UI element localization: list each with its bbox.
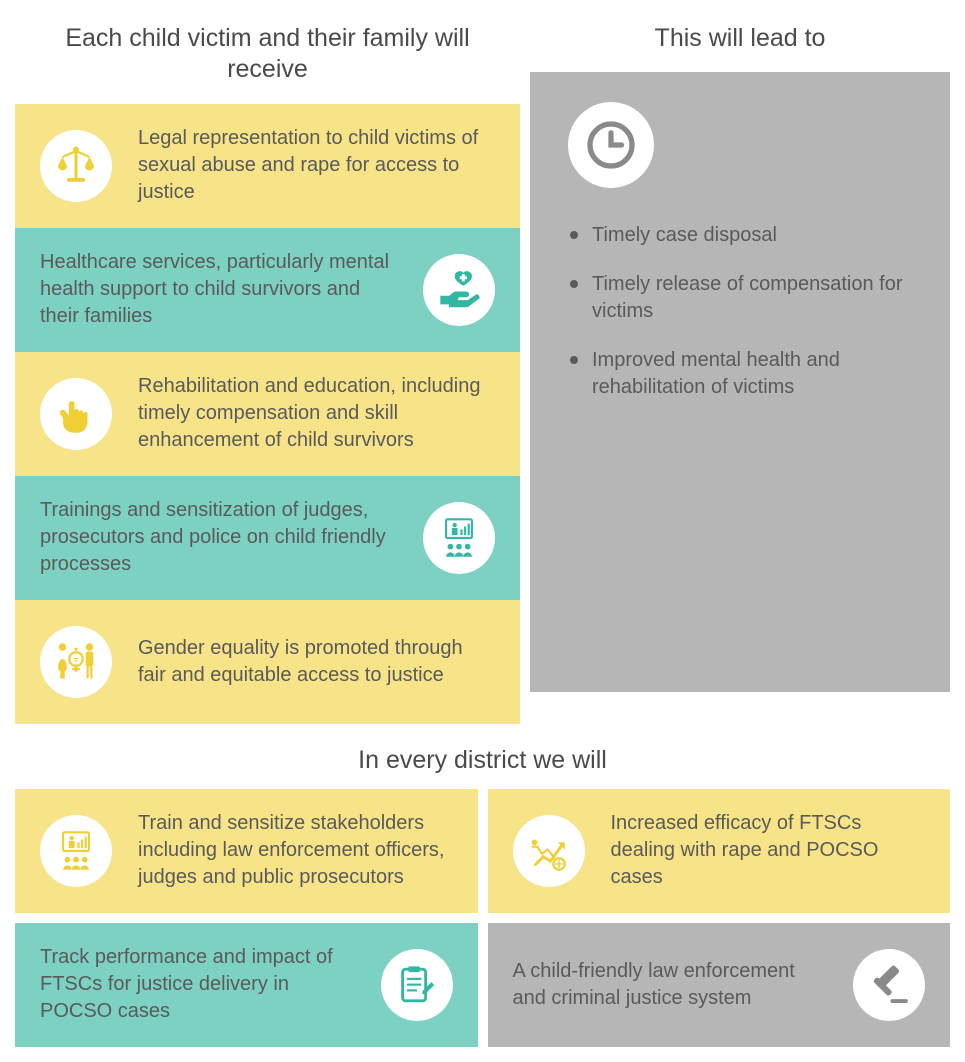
heart-hand-icon [423, 254, 495, 326]
right-heading: This will lead to [530, 15, 950, 72]
gender-equality-icon: = [40, 626, 112, 698]
left-column: Each child victim and their family will … [15, 15, 520, 724]
presentation-icon [40, 815, 112, 887]
card-text: Increased efficacy of FTSCs dealing with… [611, 810, 926, 891]
card-text: Rehabilitation and education, including … [138, 373, 495, 454]
top-row: Each child victim and their family will … [15, 15, 950, 724]
service-card: Legal representation to child victims of… [15, 104, 520, 228]
district-card: A child-friendly law enforcement and cri… [488, 923, 951, 1047]
outcome-item: Improved mental health and rehabilitatio… [568, 347, 918, 401]
left-heading: Each child victim and their family will … [15, 15, 520, 104]
outcome-item: Timely release of compensation for victi… [568, 271, 918, 325]
service-card: Rehabilitation and education, including … [15, 352, 520, 476]
district-card: Increased efficacy of FTSCs dealing with… [488, 789, 951, 913]
outcomes-list: Timely case disposal Timely release of co… [568, 222, 918, 401]
card-text: Train and sensitize stakeholders includi… [138, 810, 453, 891]
bottom-grid: Train and sensitize stakeholders includi… [15, 789, 950, 1047]
district-card: Track performance and impact of FTSCs fo… [15, 923, 478, 1047]
presentation-icon [423, 502, 495, 574]
outcomes-panel: Timely case disposal Timely release of co… [530, 72, 950, 692]
card-text: Healthcare services, particularly mental… [40, 249, 397, 330]
outcome-item: Timely case disposal [568, 222, 918, 249]
svg-text:=: = [73, 654, 78, 664]
card-text: Gender equality is promoted through fair… [138, 635, 495, 689]
card-text: Trainings and sensitization of judges, p… [40, 497, 397, 578]
service-card: Healthcare services, particularly mental… [15, 228, 520, 352]
bottom-heading: In every district we will [15, 724, 950, 789]
growth-icon [513, 815, 585, 887]
service-card: Trainings and sensitization of judges, p… [15, 476, 520, 600]
scales-icon [40, 130, 112, 202]
district-card: Train and sensitize stakeholders includi… [15, 789, 478, 913]
service-card: = Gender equality is promoted through fa… [15, 600, 520, 724]
card-text: A child-friendly law enforcement and cri… [513, 958, 828, 1012]
hand-icon [40, 378, 112, 450]
gavel-icon [853, 949, 925, 1021]
card-text: Track performance and impact of FTSCs fo… [40, 944, 355, 1025]
infographic-root: Each child victim and their family will … [0, 0, 965, 1062]
card-text: Legal representation to child victims of… [138, 125, 495, 206]
clipboard-icon [381, 949, 453, 1021]
right-column: This will lead to Timely case disposalTi… [530, 15, 950, 724]
clock-icon [568, 102, 654, 188]
